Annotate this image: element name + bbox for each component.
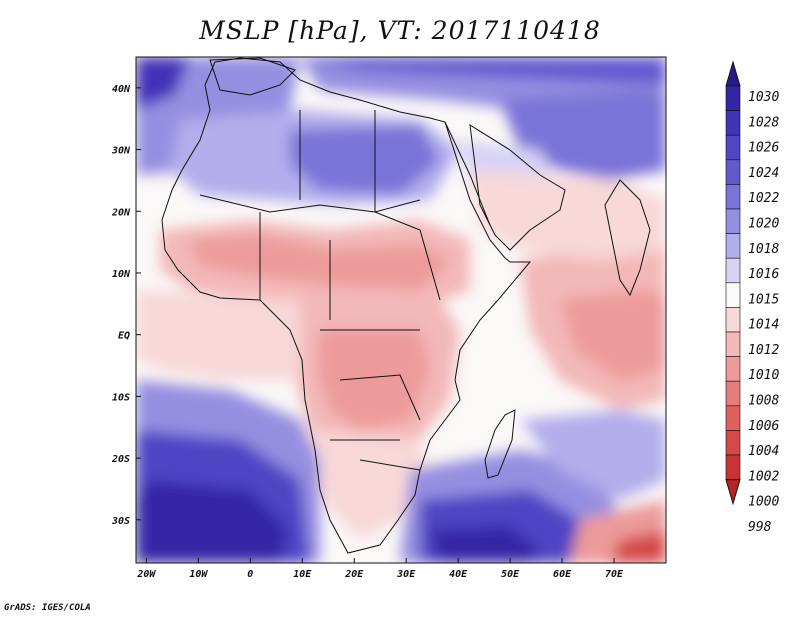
colorbar: 1030 1028 1026 1024 1022 1020 1018 1016 1015 1014… — [725, 60, 779, 535]
colorbar-swatch — [725, 380, 741, 407]
colorbar-swatch — [725, 110, 741, 136]
south-indian-deep-field — [430, 525, 540, 563]
lon-tick-label: 20E — [344, 569, 364, 580]
colorbar-swatch — [725, 159, 741, 185]
south-atlantic-deep-field — [136, 480, 290, 563]
lat-tick-label: 10N — [112, 269, 131, 280]
colorbar-swatch — [725, 356, 741, 382]
grads-credit: GrADS: IGES/COLA — [4, 603, 91, 613]
lon-tick-label: 10W — [189, 569, 208, 580]
lat-tick-label: 20S — [111, 454, 130, 465]
colorbar-swatch — [725, 307, 741, 333]
lon-tick-label: 20W — [136, 569, 156, 580]
congo-deep-trough-field — [318, 330, 430, 430]
lat-tick-label: 10S — [112, 392, 130, 403]
colorbar-bottom-arrow — [725, 479, 741, 506]
colorbar-swatch — [725, 405, 741, 431]
colorbar-swatch — [725, 184, 741, 210]
colorbar-label: 1018 — [748, 242, 779, 257]
colorbar-label: 1004 — [748, 444, 779, 459]
colorbar-swatch — [725, 331, 741, 357]
colorbar-label: 1000 — [748, 495, 779, 510]
colorbar-label: 1014 — [748, 318, 779, 333]
pressure-field — [136, 57, 666, 563]
colorbar-swatch — [725, 282, 741, 308]
colorbar-label: 1022 — [748, 191, 779, 206]
colorbar-swatch — [725, 430, 741, 456]
lat-tick-label: 40N — [112, 84, 131, 95]
colorbar-swatch — [725, 85, 741, 111]
colorbar-label: 1024 — [748, 166, 779, 181]
northwest-corner-high-field — [136, 57, 190, 110]
lon-tick-label: 40E — [449, 569, 468, 580]
colorbar-label: 1020 — [748, 216, 779, 231]
plot-frame — [135, 56, 667, 564]
coastlines — [161, 57, 651, 554]
colorbar-label: 1010 — [748, 368, 779, 383]
madagascar-coastline — [484, 409, 516, 479]
colorbar-label: 1026 — [748, 141, 779, 156]
colorbar-label: 998 — [748, 520, 772, 535]
colorbar-label: 1006 — [748, 419, 779, 434]
colorbar-label: 1012 — [748, 343, 779, 358]
colorbar-swatch — [725, 134, 741, 161]
europe-deep-high-field — [300, 57, 666, 85]
colorbar-swatch — [725, 208, 741, 234]
colorbar-label: 1002 — [748, 469, 779, 484]
southern-africa-field — [310, 430, 430, 540]
lat-tick-label: 30N — [111, 146, 131, 157]
colorbar-label: 1028 — [748, 115, 779, 130]
colorbar-label: 1015 — [748, 292, 779, 307]
lon-tick-label: 50E — [501, 569, 520, 580]
lon-tick-label: 0 — [247, 569, 253, 580]
atlantic-equatorial-field — [136, 290, 300, 380]
lon-tick-label: 30E — [396, 569, 416, 580]
lon-tick-label: 70E — [605, 569, 624, 580]
colorbar-label: 1030 — [748, 90, 779, 105]
sahel-deep-trough-field — [190, 235, 450, 290]
arabian-sea-field — [470, 170, 666, 260]
latitude-axis: 40N 30N 20N 10N EQ 10S 20S 30S — [111, 84, 141, 527]
south-mid-ocean-field — [520, 410, 666, 500]
colorbar-swatch — [725, 233, 741, 259]
indian-ocean-deep-field — [560, 290, 666, 380]
india-coastline — [604, 179, 651, 297]
lon-tick-label: 10E — [293, 569, 312, 580]
colorbar-top-arrow — [725, 60, 741, 87]
lon-tick-label: 60E — [553, 569, 572, 580]
red-sea-line — [444, 121, 491, 226]
lat-tick-label: EQ — [118, 331, 130, 342]
colorbar-label: 1016 — [748, 267, 779, 282]
libya-high-field — [290, 125, 440, 195]
lat-tick-label: 30S — [111, 516, 130, 527]
africa-coastline — [161, 57, 532, 554]
longitude-axis: 20W 10W 0 10E 20E 30E 40E 50E 60E 70E — [136, 558, 624, 580]
iberia-coastline — [209, 57, 296, 96]
map-title: MSLP [hPa], VT: 2017110418 — [199, 16, 601, 45]
sahara-borders — [199, 110, 441, 471]
southeast-deep-low-field — [610, 530, 666, 563]
colorbar-swatch — [725, 454, 741, 480]
lat-tick-label: 20N — [111, 207, 131, 218]
colorbar-swatch — [725, 257, 741, 284]
colorbar-label: 1008 — [748, 394, 779, 409]
